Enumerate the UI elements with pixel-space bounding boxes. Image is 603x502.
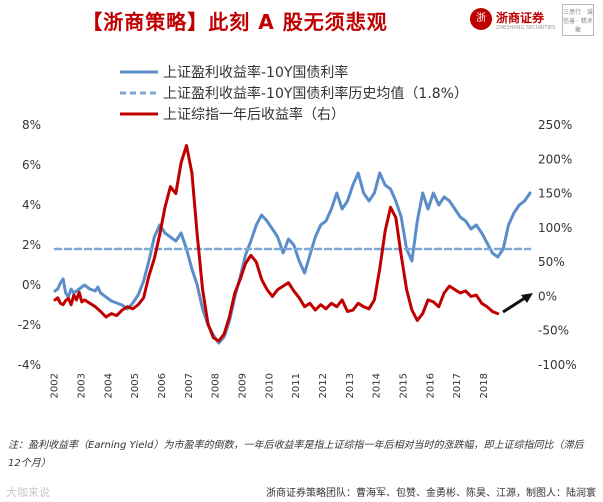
trend-arrow-head-icon [521, 293, 533, 303]
y-right-tick-label: -50% [538, 324, 569, 338]
y-right-tick-label: 150% [538, 187, 572, 201]
chart: 上证盈利收益率-10Y国债利率上证盈利收益率-10Y国债利率历史均值（1.8%）… [18, 64, 577, 398]
x-tick-label: 2018 [479, 373, 490, 398]
series-line-1 [53, 171, 532, 345]
chart-axes: 8% 6% 4% 2% 0% -2% -4% 250% 200% 150% 100% 50% 0% -50… [18, 118, 577, 398]
brand-name: 浙商证券 [496, 11, 545, 25]
y-right-tick-label: -100% [538, 358, 577, 372]
y-right-tick-label: 50% [538, 255, 565, 269]
brand-subtitle: ZHESHANG SECURITIES [496, 25, 556, 31]
x-tick-label: 2011 [291, 373, 302, 398]
legend-label-1: 上证盈利收益率-10Y国债利率 [163, 64, 348, 81]
y-right-tick-label: 100% [538, 221, 572, 235]
chart-lines [53, 144, 532, 345]
x-tick-label: 2003 [77, 373, 88, 398]
y-right-tick-label: 0% [538, 289, 557, 303]
x-tick-label: 2006 [157, 373, 168, 398]
legend: 上证盈利收益率-10Y国债利率上证盈利收益率-10Y国债利率历史均值（1.8%）… [120, 64, 468, 123]
seal-stamp: 三思行 · 诚信善 · 精术聚 [562, 4, 594, 36]
y-left-tick-label: -4% [18, 358, 41, 372]
y-left-tick-label: 0% [22, 278, 41, 292]
watermark: 大咖来说 [6, 486, 50, 499]
x-tick-label: 2010 [264, 373, 275, 398]
page-title: 【浙商策略】此刻 A 股无须悲观 [82, 10, 388, 34]
x-tick-label: 2007 [184, 373, 195, 398]
x-tick-label: 2017 [452, 373, 463, 398]
trend-arrow [502, 293, 533, 314]
x-tick-label: 2009 [238, 373, 249, 398]
x-tick-label: 2012 [318, 373, 329, 398]
x-tick-label: 2014 [372, 373, 383, 398]
brand-logo: 浙 浙商证券 ZHESHANG SECURITIES [470, 6, 556, 36]
y-left-tick-label: 4% [22, 198, 41, 212]
y-right-tick-label: 250% [538, 118, 572, 132]
y-left-tick-label: 2% [22, 238, 41, 252]
x-tick-label: 2016 [425, 373, 436, 398]
y-left-tick-label: 8% [22, 118, 41, 132]
y-left-tick-label: 6% [22, 158, 41, 172]
brand-mark-icon: 浙 [470, 8, 492, 30]
x-tick-label: 2002 [50, 373, 61, 398]
series-line-3 [53, 144, 500, 343]
legend-label-3: 上证综指一年后收益率（右） [163, 106, 345, 123]
legend-label-2: 上证盈利收益率-10Y国债利率历史均值（1.8%） [163, 85, 468, 102]
team-credits: 浙商证券策略团队：曹海军、包赞、金勇彬、陈昊、江源，制图人：陆润寰 [266, 488, 596, 499]
x-tick-label: 2004 [103, 373, 114, 398]
footnote: 注：盈利收益率（Earning Yield）为市盈率的倒数，一年后收益率是指上证… [8, 440, 584, 469]
x-tick-label: 2008 [211, 373, 222, 398]
x-tick-label: 2015 [399, 373, 410, 398]
y-left-tick-label: -2% [18, 318, 41, 332]
x-tick-label: 2005 [130, 373, 141, 398]
y-right-tick-label: 200% [538, 152, 572, 166]
x-tick-label: 2013 [345, 373, 356, 398]
